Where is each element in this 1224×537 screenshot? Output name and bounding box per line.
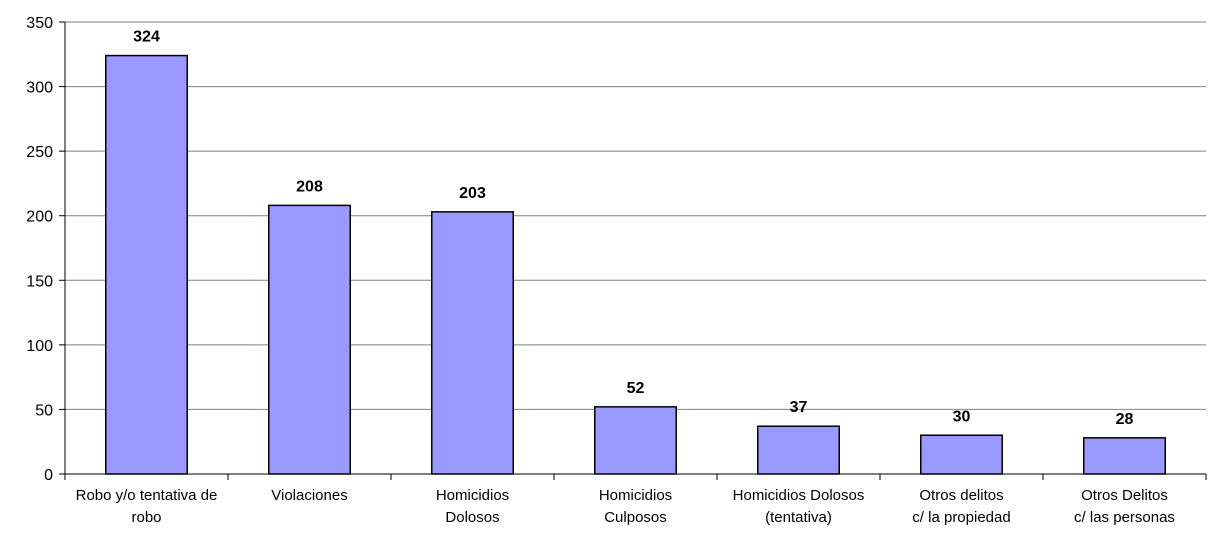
x-category-label: Otros delitos c/ la propiedad <box>912 487 1010 526</box>
x-category-label-line: Violaciones <box>271 487 347 504</box>
y-tick-label: 250 <box>26 144 53 161</box>
x-category-label-line: Homicidios Dolosos <box>733 487 865 504</box>
y-tick-labels: 0 50 100 150 200 250 300 350 <box>26 15 53 484</box>
y-tick-label: 100 <box>26 338 53 355</box>
x-category-label: Homicidios Culposos <box>599 487 672 526</box>
data-label: 208 <box>296 178 323 195</box>
x-category-label-line: Dolosos <box>445 509 499 526</box>
y-tick-label: 0 <box>44 467 53 484</box>
x-category-label: Homicidios Dolosos <box>436 487 509 526</box>
x-category-label-line: c/ las personas <box>1074 509 1175 526</box>
data-label: 28 <box>1116 411 1134 428</box>
data-label: 37 <box>790 399 808 416</box>
x-category-label: Violaciones <box>271 487 347 504</box>
y-tick-label: 150 <box>26 273 53 290</box>
gridlines <box>65 21 1206 410</box>
x-category-labels: Robo y/o tentativa de robo Violaciones Homi… <box>76 487 1175 526</box>
x-category-label: Otros Delitos c/ las personas <box>1074 487 1175 526</box>
data-label: 203 <box>459 185 486 202</box>
x-category-label-line: Homicidios <box>599 487 672 504</box>
bar <box>431 211 514 475</box>
x-category-label: Robo y/o tentativa de robo <box>76 487 218 526</box>
bar <box>757 425 840 475</box>
x-category-label-line: Otros Delitos <box>1081 487 1168 504</box>
bar <box>105 54 188 475</box>
bar <box>1083 437 1166 475</box>
y-tick-label: 300 <box>26 80 53 97</box>
axes <box>59 21 1207 480</box>
bar <box>268 204 351 475</box>
x-category-label-line: Otros delitos <box>919 487 1003 504</box>
x-category-label-line: robo <box>131 509 161 526</box>
x-category-label-line: Homicidios <box>436 487 509 504</box>
bar <box>594 406 677 475</box>
bars <box>105 54 1166 475</box>
x-category-label-line: (tentativa) <box>765 509 832 526</box>
data-label: 52 <box>627 380 645 397</box>
y-tick-label: 50 <box>35 402 53 419</box>
y-tick-label: 350 <box>26 15 53 32</box>
x-category-label-line: c/ la propiedad <box>912 509 1010 526</box>
x-category-label: Homicidios Dolosos (tentativa) <box>733 487 865 526</box>
data-label: 30 <box>953 408 971 425</box>
data-labels: 324 208 203 52 37 30 28 <box>133 29 1133 428</box>
data-label: 324 <box>133 29 160 46</box>
bar <box>920 434 1003 475</box>
x-category-label-line: Robo y/o tentativa de <box>76 487 218 504</box>
y-tick-label: 200 <box>26 209 53 226</box>
x-category-label-line: Culposos <box>604 509 667 526</box>
